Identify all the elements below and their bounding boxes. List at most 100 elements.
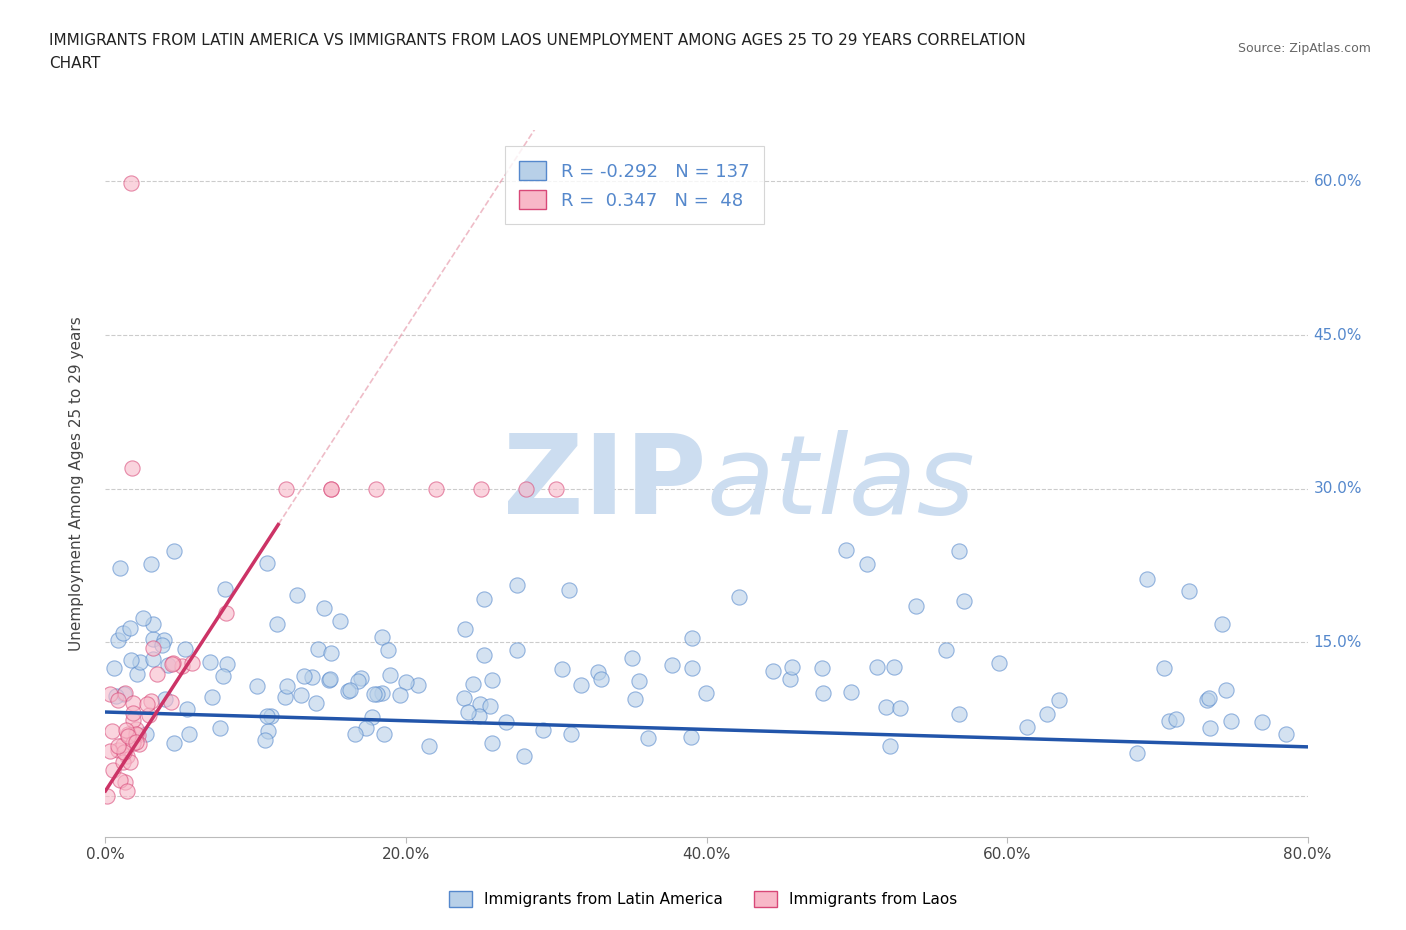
Point: [160, 657, 183, 671]
Point: [120, 652, 142, 667]
Point: [115, 749, 138, 764]
Point: [1275, 726, 1298, 741]
Point: [104, 689, 127, 704]
Point: [472, 592, 495, 607]
Point: [135, 726, 157, 741]
Point: [1136, 572, 1159, 587]
Point: [125, 727, 148, 742]
Point: [1211, 617, 1233, 631]
Point: [453, 690, 475, 705]
Point: [661, 658, 683, 672]
Point: [623, 691, 645, 706]
Point: [505, 643, 527, 658]
Point: [117, 726, 139, 741]
Point: [681, 660, 703, 675]
Point: [214, 581, 236, 596]
Point: [274, 482, 297, 497]
Point: [953, 593, 976, 608]
Point: [214, 605, 236, 620]
Point: [209, 721, 232, 736]
Point: [212, 669, 235, 684]
Point: [551, 661, 574, 676]
Point: [370, 685, 392, 700]
Point: [339, 683, 361, 698]
Point: [470, 482, 492, 497]
Point: [378, 668, 401, 683]
Point: [531, 723, 554, 737]
Point: [453, 621, 475, 636]
Point: [835, 543, 858, 558]
Point: [681, 631, 703, 645]
Point: [107, 742, 129, 757]
Point: [356, 721, 378, 736]
Point: [256, 708, 278, 723]
Point: [586, 664, 609, 679]
Point: [142, 641, 165, 656]
Text: 15.0%: 15.0%: [1313, 635, 1362, 650]
Point: [779, 671, 801, 686]
Point: [377, 642, 399, 657]
Text: IMMIGRANTS FROM LATIN AMERICA VS IMMIGRANTS FROM LAOS UNEMPLOYMENT AMONG AGES 25: IMMIGRANTS FROM LATIN AMERICA VS IMMIGRA…: [49, 33, 1026, 47]
Point: [1177, 584, 1199, 599]
Point: [1166, 711, 1188, 726]
Point: [274, 690, 297, 705]
Point: [695, 686, 717, 701]
Point: [418, 738, 440, 753]
Point: [125, 722, 148, 737]
Point: [344, 726, 367, 741]
Point: [811, 660, 834, 675]
Point: [276, 679, 298, 694]
Point: [301, 670, 323, 684]
Point: [883, 659, 905, 674]
Point: [114, 685, 136, 700]
Point: [125, 735, 148, 750]
Point: [1015, 719, 1038, 734]
Point: [120, 754, 142, 769]
Point: [889, 701, 911, 716]
Point: [762, 663, 785, 678]
Point: [314, 600, 336, 615]
Point: [120, 620, 142, 635]
Point: [481, 672, 503, 687]
Point: [146, 667, 169, 682]
Point: [1199, 721, 1222, 736]
Legend: R = -0.292   N = 137, R =  0.347   N =  48: R = -0.292 N = 137, R = 0.347 N = 48: [505, 146, 763, 224]
Point: [468, 709, 491, 724]
Point: [257, 724, 280, 738]
Text: 45.0%: 45.0%: [1313, 327, 1362, 342]
Point: [546, 482, 568, 497]
Point: [370, 630, 392, 644]
Point: [200, 655, 222, 670]
Legend: Immigrants from Latin America, Immigrants from Laos: Immigrants from Latin America, Immigrant…: [443, 884, 963, 913]
Point: [128, 737, 150, 751]
Point: [856, 557, 879, 572]
Point: [515, 482, 537, 497]
Point: [115, 723, 138, 737]
Point: [1198, 690, 1220, 705]
Point: [112, 744, 135, 759]
Point: [256, 556, 278, 571]
Point: [111, 625, 134, 640]
Point: [108, 560, 131, 575]
Point: [141, 651, 163, 666]
Point: [621, 651, 644, 666]
Point: [305, 696, 328, 711]
Text: 30.0%: 30.0%: [1313, 481, 1362, 497]
Point: [569, 678, 592, 693]
Point: [98, 744, 121, 759]
Point: [121, 712, 143, 727]
Point: [122, 736, 145, 751]
Point: [308, 642, 330, 657]
Point: [120, 176, 142, 191]
Point: [395, 674, 418, 689]
Point: [1197, 692, 1219, 707]
Point: [266, 617, 288, 631]
Point: [246, 678, 269, 693]
Text: Source: ZipAtlas.com: Source: ZipAtlas.com: [1237, 42, 1371, 55]
Point: [329, 613, 352, 628]
Point: [1153, 661, 1175, 676]
Point: [176, 702, 198, 717]
Point: [127, 728, 149, 743]
Y-axis label: Unemployment Among Ages 25 to 29 years: Unemployment Among Ages 25 to 29 years: [69, 316, 84, 651]
Point: [139, 556, 162, 571]
